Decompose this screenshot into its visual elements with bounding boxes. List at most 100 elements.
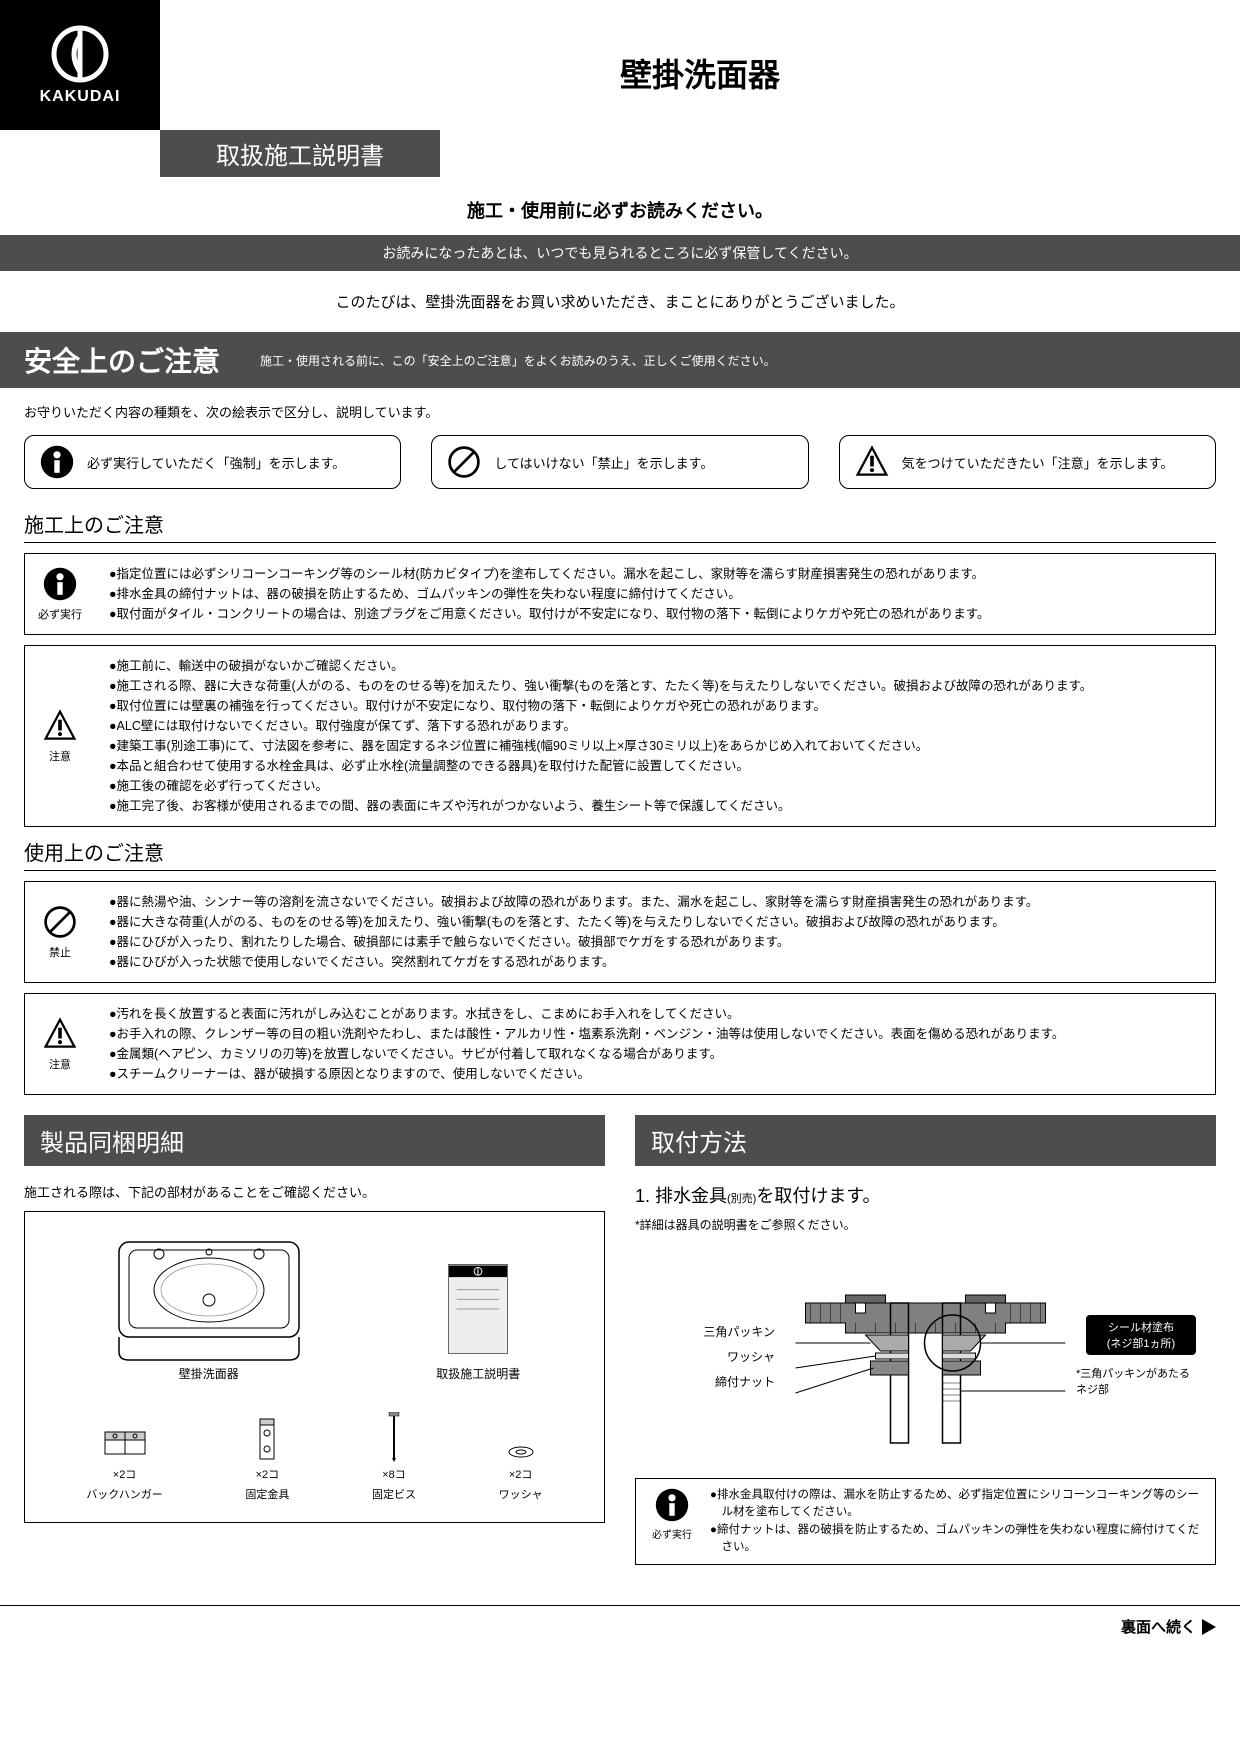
list-item: ●締付ナットは、器の破損を防止するため、ゴムパッキンの弾性を失わない程度に締付け… bbox=[710, 1522, 1207, 1557]
list-item: ●ALC壁には取付けないでください。取付強度が保てず、落下する恐れがあります。 bbox=[109, 716, 1201, 736]
list-item: ●建築工事(別途工事)にて、寸法図を参考に、器を固定するネジ位置に補強桟(幅90… bbox=[109, 736, 1201, 756]
part-screw: ×8コ 固定ビス bbox=[372, 1412, 416, 1502]
mandatory-icon bbox=[654, 1487, 690, 1523]
brand-logo-block: KAKUDAI bbox=[0, 0, 160, 130]
install-caution-icon-col: 注意 bbox=[25, 646, 95, 826]
icon-prohibit-text: してはいけない「禁止」を示します。 bbox=[494, 453, 713, 472]
icon-prohibit-box: してはいけない「禁止」を示します。 bbox=[431, 435, 808, 489]
parts-row-2: ×2コ バックハンガー ×2コ 固定金具 bbox=[45, 1412, 584, 1502]
part-bracket-label: 固定金具 bbox=[245, 1486, 289, 1502]
part-manual: 取扱施工説明書 bbox=[436, 1264, 520, 1382]
safety-note: 施工・使用される前に、この「安全上のご注意」をよくお読みのうえ、正しくご使用くだ… bbox=[260, 352, 1216, 369]
install-mandatory-box: 必ず実行 ●指定位置には必ずシリコーンコーキング等のシール材(防カビタイプ)を塗… bbox=[24, 553, 1216, 635]
part-hanger-qty: ×2コ bbox=[113, 1469, 137, 1481]
install-caution-box: 注意 ●施工前に、輸送中の破損がないかご確認ください。 ●施工される際、器に大き… bbox=[24, 645, 1216, 827]
mandatory-icon bbox=[39, 444, 75, 480]
install-mandatory-label: 必ず実行 bbox=[38, 606, 82, 622]
caution-icon bbox=[854, 444, 890, 480]
brand-logo-icon bbox=[50, 24, 110, 84]
prohibit-icon bbox=[446, 444, 482, 480]
part-manual-label: 取扱施工説明書 bbox=[436, 1365, 520, 1382]
basin-icon bbox=[109, 1232, 309, 1362]
body-content: お守りいただく内容の種類を、次の絵表示で区分し、説明しています。 必ず実行してい… bbox=[0, 402, 1240, 1095]
contents-column: 製品同梱明細 施工される際は、下記の部材があることをご確認ください。 bbox=[24, 1115, 605, 1565]
list-item: ●器にひびが入った状態で使用しないでください。突然割れてケガをする恐れがあります… bbox=[109, 952, 1201, 972]
use-prohibit-list: ●器に熱湯や油、シンナー等の溶剤を流さないでください。破損および故障の恐れがあり… bbox=[95, 882, 1215, 982]
part-screw-label: 固定ビス bbox=[372, 1486, 416, 1502]
list-item: ●スチームクリーナーは、器が破損する原因となりますので、使用しないでください。 bbox=[109, 1064, 1201, 1084]
step1-mandatory-box: 必ず実行 ●排水金具取付けの際は、漏水を防止するため、必ず指定位置にシリコーンコ… bbox=[635, 1478, 1216, 1565]
hanger-icon bbox=[100, 1422, 150, 1462]
list-item: ●器に熱湯や油、シンナー等の溶剤を流さないでください。破損および故障の恐れがあり… bbox=[109, 892, 1201, 912]
contents-note: 施工される際は、下記の部材があることをご確認ください。 bbox=[24, 1182, 605, 1201]
part-hanger: ×2コ バックハンガー bbox=[86, 1422, 162, 1502]
screw-icon bbox=[387, 1412, 401, 1462]
step1-mandatory-list: ●排水金具取付けの際は、漏水を防止するため、必ず指定位置にシリコーンコーキング等… bbox=[710, 1487, 1207, 1556]
list-item: ●器に大きな荷重(人がのる、ものをのせる等)を加えたり、強い衝撃(ものを落とす、… bbox=[109, 912, 1201, 932]
parts-row-1: 壁掛洗面器 取扱施工説明書 bbox=[45, 1232, 584, 1382]
install-cautions-title: 施工上のご注意 bbox=[24, 509, 1216, 543]
install-caution-label: 注意 bbox=[49, 748, 71, 764]
install-mandatory-list: ●指定位置には必ずシリコーンコーキング等のシール材(防カビタイプ)を塗布してくだ… bbox=[95, 554, 1215, 634]
manual-icon bbox=[448, 1264, 508, 1354]
list-item: ●施工前に、輸送中の破損がないかご確認ください。 bbox=[109, 656, 1201, 676]
part-basin: 壁掛洗面器 bbox=[109, 1232, 309, 1382]
step1-note: *詳細は器具の説明書をご参照ください。 bbox=[635, 1216, 1216, 1233]
list-item: ●お手入れの際、クレンザー等の目の粗い洗剤やたわし、または酸性・アルカリ性・塩素… bbox=[109, 1024, 1201, 1044]
use-caution-label: 注意 bbox=[49, 1056, 71, 1072]
list-item: ●器にひびが入ったり、割れたりした場合、破損部には素手で触らないでください。破損… bbox=[109, 932, 1201, 952]
parts-diagram: 壁掛洗面器 取扱施工説明書 bbox=[24, 1211, 605, 1523]
step1-rest: を取付けます。 bbox=[756, 1186, 880, 1206]
icon-caution-text: 気をつけていただきたい「注意」を示します。 bbox=[902, 453, 1174, 472]
arrow-right-icon bbox=[1202, 1619, 1216, 1635]
header: KAKUDAI 壁掛洗面器 bbox=[0, 0, 1240, 130]
keep-banner: お読みになったあとは、いつでも見られるところに必ず保管してください。 bbox=[0, 235, 1240, 271]
list-item: ●汚れを長く放置すると表面に汚れがしみ込むことがあります。水拭きをし、こまめにお… bbox=[109, 1004, 1201, 1024]
icon-mandatory-box: 必ず実行していただく「強制」を示します。 bbox=[24, 435, 401, 489]
install-caution-list: ●施工前に、輸送中の破損がないかご確認ください。 ●施工される際、器に大きな荷重… bbox=[95, 646, 1215, 826]
drain-diagram: 三角パッキン ワッシャ 締付ナット シール材塗布 (ネジ部1ヵ所) *三角パッキ… bbox=[635, 1243, 1216, 1466]
list-item: ●施工後の確認を必ず行ってください。 bbox=[109, 776, 1201, 796]
list-item: ●施工完了後、お客様が使用されるまでの間、器の表面にキズや汚れがつかないよう、養… bbox=[109, 796, 1201, 816]
drain-label-washer: ワッシャ bbox=[655, 1348, 775, 1365]
part-bracket-qty: ×2コ bbox=[256, 1469, 280, 1481]
drain-label-packing: 三角パッキン bbox=[655, 1323, 775, 1340]
list-item: ●本品と組合わせて使用する水栓金具は、必ず止水栓(流量調整のできる器具)を取付け… bbox=[109, 756, 1201, 776]
washer-icon bbox=[506, 1442, 536, 1462]
part-washer-label: ワッシャ bbox=[499, 1486, 543, 1502]
install-method-column: 取付方法 1. 排水金具(別売)を取付けます。 *詳細は器具の説明書をご参照くだ… bbox=[635, 1115, 1216, 1565]
continue-row: 裏面へ続く bbox=[0, 1605, 1240, 1647]
title-area: 壁掛洗面器 bbox=[160, 0, 1240, 96]
use-caution-icon-col: 注意 bbox=[25, 994, 95, 1094]
safety-banner: 安全上のご注意 施工・使用される前に、この「安全上のご注意」をよくお読みのうえ、… bbox=[0, 332, 1240, 388]
use-prohibit-box: 禁止 ●器に熱湯や油、シンナー等の溶剤を流さないでください。破損および故障の恐れ… bbox=[24, 881, 1216, 983]
two-column-section: 製品同梱明細 施工される際は、下記の部材があることをご確認ください。 bbox=[0, 1115, 1240, 1595]
drain-label-nut: 締付ナット bbox=[655, 1373, 775, 1390]
icon-legend-row: 必ず実行していただく「強制」を示します。 してはいけない「禁止」を示します。 気… bbox=[24, 435, 1216, 489]
list-item: ●排水金具取付けの際は、漏水を防止するため、必ず指定位置にシリコーンコーキング等… bbox=[710, 1487, 1207, 1522]
icon-mandatory-text: 必ず実行していただく「強制」を示します。 bbox=[87, 453, 345, 472]
list-item: ●取付位置には壁裏の補強を行ってください。取付けが不安定になり、取付物の落下・転… bbox=[109, 696, 1201, 716]
part-bracket: ×2コ 固定金具 bbox=[245, 1417, 289, 1502]
use-prohibit-label: 禁止 bbox=[49, 944, 71, 960]
install-mandatory-icon-col: 必ず実行 bbox=[25, 554, 95, 634]
thanks-text: このたびは、壁掛洗面器をお買い求めいただき、まことにありがとうございました。 bbox=[0, 291, 1240, 312]
drain-label-thread: *三角パッキンがあたる ネジ部 bbox=[1076, 1365, 1196, 1397]
icon-caution-box: 気をつけていただきたい「注意」を示します。 bbox=[839, 435, 1216, 489]
use-caution-box: 注意 ●汚れを長く放置すると表面に汚れがしみ込むことがあります。水拭きをし、こま… bbox=[24, 993, 1216, 1095]
part-hanger-label: バックハンガー bbox=[86, 1486, 162, 1502]
step1-title: 1. 排水金具(別売)を取付けます。 bbox=[635, 1182, 1216, 1208]
mandatory-icon bbox=[42, 566, 78, 602]
step1-mandatory-icon-col: 必ず実行 bbox=[644, 1487, 700, 1541]
list-item: ●排水金具の締付ナットは、器の破損を防止するため、ゴムパッキンの弾性を失わない程… bbox=[109, 584, 1201, 604]
read-before-note: 施工・使用前に必ずお読みください。 bbox=[0, 197, 1240, 223]
list-item: ●金属類(ヘアピン、カミソリの刃等)を放置しないでください。サビが付着して取れな… bbox=[109, 1044, 1201, 1064]
part-screw-qty: ×8コ bbox=[382, 1469, 406, 1481]
safety-title: 安全上のご注意 bbox=[24, 340, 220, 380]
caution-icon bbox=[42, 708, 78, 744]
drain-label-sealant: シール材塗布 (ネジ部1ヵ所) bbox=[1086, 1315, 1196, 1355]
brand-name: KAKUDAI bbox=[40, 88, 121, 106]
prohibit-icon bbox=[42, 904, 78, 940]
explain-text: お守りいただく内容の種類を、次の絵表示で区分し、説明しています。 bbox=[24, 402, 1216, 421]
step1-mandatory-label: 必ず実行 bbox=[644, 1526, 700, 1541]
